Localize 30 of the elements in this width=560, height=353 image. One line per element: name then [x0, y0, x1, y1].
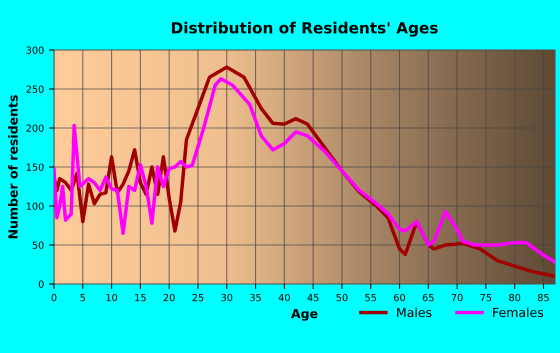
x-tick-label: 70: [452, 294, 463, 302]
x-axis-title: Age: [291, 308, 318, 321]
chart-title: Distribution of Residents' Ages: [172, 22, 438, 37]
x-tick-label: 75: [480, 294, 492, 302]
y-tick-label: 300: [26, 46, 44, 54]
y-tick-label: 250: [26, 85, 44, 93]
x-tick-label: 0: [52, 294, 56, 302]
x-tick-label: 20: [164, 294, 175, 302]
y-axis-title: Number of residents: [8, 95, 18, 238]
y-tick-label: 50: [32, 241, 44, 249]
y-tick-label: 0: [38, 280, 44, 288]
legend-label: Males: [397, 307, 432, 318]
x-tick-label: 30: [221, 294, 232, 302]
x-tick-label: 50: [336, 294, 348, 302]
x-tick-label: 25: [192, 294, 204, 302]
y-tick-label: 200: [26, 124, 44, 132]
x-tick-label: 60: [394, 294, 406, 302]
x-tick-label: 80: [509, 294, 520, 302]
x-tick-label: 65: [422, 294, 434, 302]
legend-label: Females: [493, 307, 544, 318]
x-tick-label: 15: [135, 294, 146, 302]
x-tick-label: 45: [307, 294, 318, 302]
x-tick-label: 85: [538, 294, 549, 302]
x-tick-label: 10: [106, 294, 118, 302]
x-tick-label: 5: [80, 294, 86, 302]
y-tick-label: 100: [26, 202, 44, 210]
y-tick-label: 150: [26, 163, 44, 171]
x-tick-label: 55: [365, 294, 376, 302]
x-tick-label: 40: [278, 294, 290, 302]
x-tick-label: 35: [250, 294, 261, 302]
